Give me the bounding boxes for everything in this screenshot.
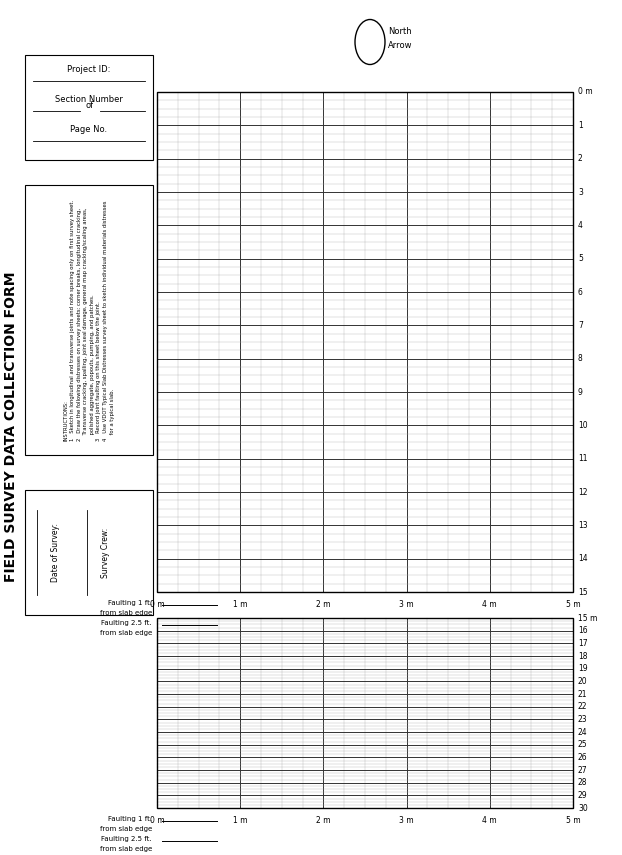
Text: Page No.: Page No.	[70, 125, 108, 133]
Text: 5 m: 5 m	[565, 600, 580, 609]
Text: from slab edge: from slab edge	[100, 826, 152, 832]
Text: 28: 28	[578, 778, 588, 787]
Bar	[25, 490, 153, 615]
Text: 25: 25	[578, 740, 588, 749]
Text: 1: 1	[578, 121, 583, 130]
Text: 7: 7	[578, 321, 583, 330]
Text: 2: 2	[578, 154, 583, 163]
Bar	[157, 92, 573, 592]
Text: 4: 4	[578, 221, 583, 230]
Text: Date of Survey:: Date of Survey:	[50, 523, 60, 582]
Text: 8: 8	[578, 354, 583, 363]
Text: 16: 16	[578, 626, 588, 635]
Text: 11: 11	[578, 454, 588, 463]
Text: 4 m: 4 m	[483, 600, 497, 609]
Text: 0 m: 0 m	[150, 600, 164, 609]
Text: from slab edge: from slab edge	[100, 630, 152, 636]
Text: 3 m: 3 m	[399, 600, 414, 609]
Text: from slab edge: from slab edge	[100, 846, 152, 852]
Text: 23: 23	[578, 715, 588, 724]
Text: FIELD SURVEY DATA COLLECTION FORM: FIELD SURVEY DATA COLLECTION FORM	[4, 272, 18, 582]
Text: 18: 18	[578, 652, 588, 661]
Text: 24: 24	[578, 728, 588, 736]
Text: 3: 3	[578, 187, 583, 197]
Text: Section Number: Section Number	[55, 95, 123, 103]
Text: Faulting 2.5 ft.: Faulting 2.5 ft.	[101, 836, 152, 842]
Text: 9: 9	[578, 387, 583, 397]
Text: 3 m: 3 m	[399, 816, 414, 825]
Text: 2 m: 2 m	[316, 600, 331, 609]
Text: Arrow: Arrow	[388, 42, 412, 50]
Text: 0 m: 0 m	[150, 816, 164, 825]
Text: 1 m: 1 m	[233, 600, 248, 609]
Text: 19: 19	[578, 664, 588, 673]
Text: North: North	[388, 27, 412, 37]
Text: 22: 22	[578, 702, 588, 711]
Text: 17: 17	[578, 639, 588, 648]
Text: 5: 5	[578, 254, 583, 263]
Text: 21: 21	[578, 689, 588, 699]
Text: 13: 13	[578, 521, 588, 530]
Text: 6: 6	[578, 287, 583, 297]
Text: 2 m: 2 m	[316, 816, 331, 825]
Text: 0 m: 0 m	[578, 87, 593, 97]
Text: from slab edge: from slab edge	[100, 610, 152, 616]
Text: Survey Crew:: Survey Crew:	[101, 528, 109, 578]
Text: 12: 12	[578, 487, 588, 497]
Text: 15 m: 15 m	[578, 614, 597, 622]
Bar	[157, 618, 573, 808]
Text: 30: 30	[578, 804, 588, 812]
Text: of: of	[86, 101, 94, 109]
Text: 27: 27	[578, 765, 588, 775]
Text: 29: 29	[578, 791, 588, 799]
Text: Faulting 2.5 ft.: Faulting 2.5 ft.	[101, 620, 152, 626]
Text: 1 m: 1 m	[233, 816, 248, 825]
Bar	[25, 185, 153, 455]
Bar	[25, 55, 153, 160]
Text: Faulting 1 ft.: Faulting 1 ft.	[108, 600, 152, 606]
Text: 10: 10	[578, 421, 588, 430]
Text: 15: 15	[578, 587, 588, 597]
Text: Project ID:: Project ID:	[67, 64, 111, 74]
Text: 20: 20	[578, 677, 588, 686]
Text: 14: 14	[578, 554, 588, 563]
Text: 26: 26	[578, 753, 588, 762]
Text: 4 m: 4 m	[483, 816, 497, 825]
Text: Faulting 1 ft.: Faulting 1 ft.	[108, 816, 152, 822]
Text: INSTRUCTIONS:
1   Sketch in longitudinal and transverse joints and note spacing : INSTRUCTIONS: 1 Sketch in longitudinal a…	[63, 199, 114, 440]
Text: 5 m: 5 m	[565, 816, 580, 825]
